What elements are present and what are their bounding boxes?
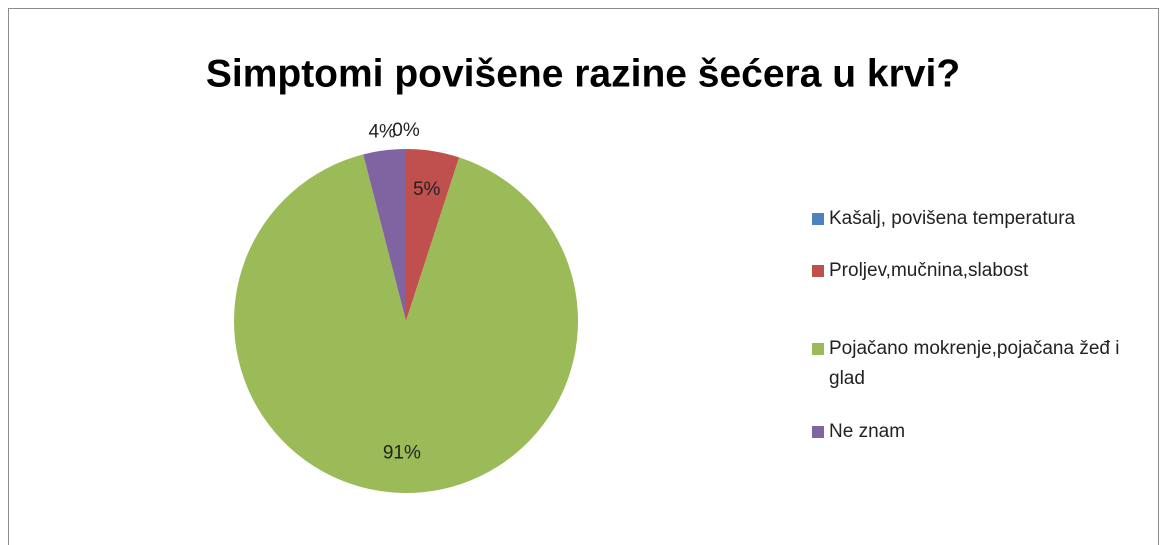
data-label: 5%	[413, 179, 441, 200]
legend-swatch	[812, 213, 824, 225]
data-label: 0%	[392, 120, 420, 141]
legend-item: Ne znam	[812, 417, 1142, 447]
pie-slice	[233, 154, 578, 494]
legend-label: Ne znam	[829, 421, 906, 442]
legend-label: Proljev,mučnina,slabost	[829, 260, 1029, 281]
legend-item: Pojačano mokrenje,pojačana žeđ i glad	[812, 334, 1142, 394]
pie-slice	[363, 149, 406, 321]
pie	[233, 149, 578, 494]
legend-swatch	[812, 426, 824, 438]
data-label: 91%	[383, 442, 421, 463]
legend-swatch	[812, 343, 824, 355]
legend-item: Proljev,mučnina,slabost	[812, 256, 1142, 286]
legend-item: Kašalj, povišena temperatura	[812, 204, 1142, 234]
legend-label: Pojačano mokrenje,pojačana žeđ i glad	[829, 338, 1120, 389]
legend-label: Kašalj, povišena temperatura	[829, 208, 1076, 229]
legend-swatch	[812, 265, 824, 277]
chart-frame	[8, 8, 1159, 545]
chart-title: Simptomi povišene razine šećera u krvi?	[206, 52, 960, 95]
data-label: 4%	[368, 122, 396, 143]
pie-slice	[406, 149, 460, 321]
